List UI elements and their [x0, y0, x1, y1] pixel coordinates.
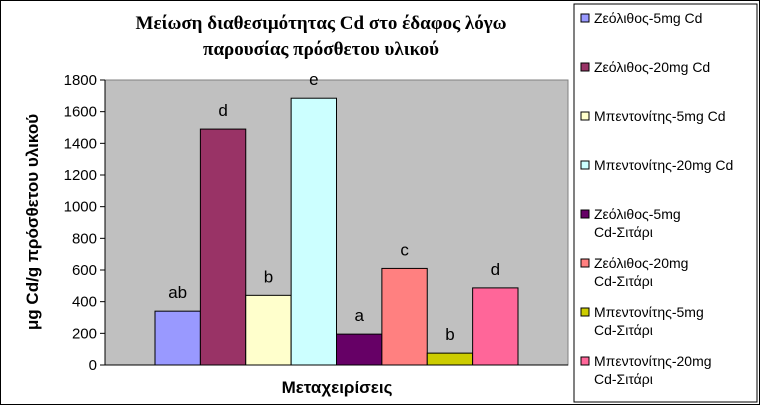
legend-swatch: [580, 62, 590, 72]
y-tick-label: 400: [72, 294, 97, 311]
legend-box: [573, 3, 758, 403]
y-tick-label: 0: [89, 357, 97, 374]
bar: [381, 267, 428, 366]
data-label: b: [264, 267, 273, 286]
bar: [336, 333, 383, 366]
legend-swatch: [580, 258, 590, 268]
legend-item-label: Μπεντονίτης-5mg Cd-Σιτάρι: [594, 304, 704, 338]
y-tick-label: 800: [72, 230, 97, 247]
x-axis-label: Μεταχειρίσεις: [282, 378, 393, 397]
legend-swatch: [580, 356, 590, 366]
y-tick-label: 1600: [64, 104, 97, 121]
y-tick-label: 600: [72, 262, 97, 279]
bars: [154, 97, 519, 366]
data-label: d: [491, 260, 500, 279]
y-tick-label: 1000: [64, 199, 97, 216]
y-tick-label: 1200: [64, 167, 97, 184]
data-label: ab: [168, 283, 187, 302]
bar: [426, 352, 474, 366]
bar: [290, 97, 337, 366]
legend-item-label: Ζεόλιθος-5mg Cd: [594, 10, 702, 26]
y-tick-label: 200: [72, 325, 97, 342]
legend-swatch: [580, 209, 590, 219]
bar: [199, 128, 247, 366]
bar: [154, 310, 201, 366]
legend-item-label: Μπεντονίτης-5mg Cd: [594, 108, 726, 124]
data-label: c: [400, 240, 409, 259]
legend-swatch: [580, 111, 590, 121]
y-axis-ticks: 0 200 400 600 800 1000 1200 1400 1600 1800: [64, 72, 105, 374]
chart-title-line-2: παρουσίας πρόσθετου υλικού: [203, 39, 439, 60]
data-label: b: [445, 325, 454, 344]
legend-item-label: Ζεόλιθος-20mg Cd: [594, 59, 710, 75]
bar: [472, 287, 519, 366]
legend-item-label: Ζεόλιθος-20mg Cd-Σιτάρι: [594, 255, 688, 289]
legend-item-label: Μπεντονίτης-20mg Cd-Σιτάρι: [594, 353, 712, 387]
chart-title-line-1: Μείωση διαθεσιμότητας Cd στο έδαφος λόγω: [136, 13, 507, 34]
legend-swatch: [580, 160, 590, 170]
legend-item-label: Ζεόλιθος-5mg Cd-Σιτάρι: [594, 206, 681, 240]
legend-item-label: Μπεντονίτης-20mg Cd: [594, 157, 733, 173]
y-tick-label: 1800: [64, 72, 97, 89]
legend-swatch: [580, 13, 590, 23]
data-label: d: [218, 101, 227, 120]
y-tick-label: 1400: [64, 135, 97, 152]
legend-swatch: [580, 307, 590, 317]
data-label: a: [354, 306, 364, 325]
y-axis-label: μg Cd/g πρόσθετου υλικού: [23, 114, 42, 330]
data-label: e: [309, 70, 318, 89]
data-labels: ab d b e a c b d: [168, 70, 500, 344]
bar: [245, 294, 292, 366]
legend: Ζεόλιθος-5mg Cd Ζεόλιθος-20mg Cd Μπεντονίτ…: [580, 10, 733, 387]
